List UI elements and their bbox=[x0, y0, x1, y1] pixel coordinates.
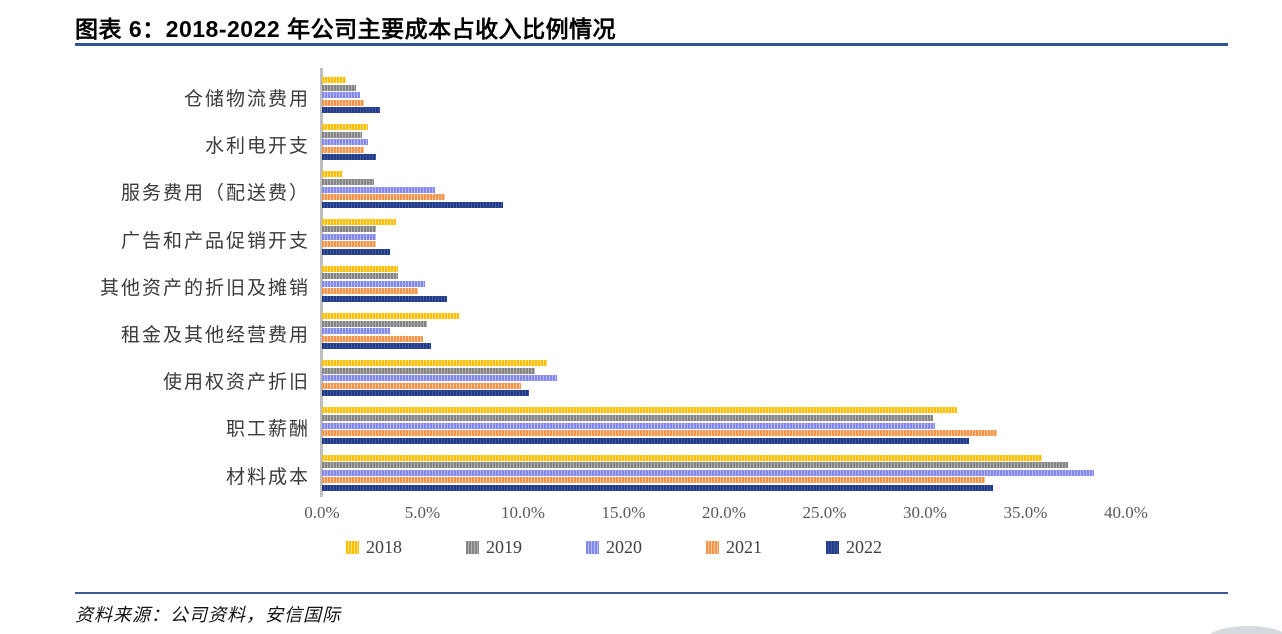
bar-2019-cat6 bbox=[322, 320, 427, 327]
category-label-9: 材料成本 bbox=[225, 466, 310, 488]
x-tick-label-200: 20.0% bbox=[702, 503, 746, 522]
bar-2021-cat2 bbox=[322, 146, 365, 153]
legend-label-2021: 2021 bbox=[726, 536, 762, 557]
legend-swatch-2018 bbox=[346, 540, 359, 554]
legend-item-2020: 2020 bbox=[586, 537, 642, 557]
chart-title: 图表 6：2018-2022 年公司主要成本占收入比例情况 bbox=[75, 16, 617, 42]
bar-2022-cat6 bbox=[322, 343, 431, 350]
bar-2022-cat5 bbox=[322, 296, 447, 302]
bar-2020-cat6 bbox=[322, 328, 391, 335]
bar-2022-cat8 bbox=[322, 437, 970, 444]
footer-divider bbox=[75, 592, 1228, 594]
bar-2018-cat1 bbox=[322, 77, 347, 83]
legend-label-2019: 2019 bbox=[486, 536, 522, 557]
legend-swatch-2022 bbox=[826, 540, 839, 554]
bar-2018-cat6 bbox=[322, 313, 459, 319]
category-label-5: 其他资产的折旧及摊销 bbox=[99, 277, 310, 299]
bar-2022-cat9 bbox=[322, 484, 994, 491]
bar-2019-cat1 bbox=[322, 84, 357, 91]
x-tick-label-100: 10.0% bbox=[501, 503, 545, 522]
bar-2018-cat7 bbox=[322, 360, 548, 367]
legend-item-2021: 2021 bbox=[706, 537, 762, 557]
category-label-8: 职工薪酬 bbox=[225, 419, 310, 441]
x-tick-label-250: 25.0% bbox=[802, 503, 847, 522]
legend-swatch-2019 bbox=[466, 540, 479, 554]
bar-2019-cat4 bbox=[322, 226, 377, 233]
bar-2020-cat9 bbox=[322, 469, 1094, 476]
bar-2019-cat5 bbox=[322, 273, 399, 280]
bar-2018-cat9 bbox=[322, 454, 1042, 461]
legend-label-2018: 2018 bbox=[366, 536, 402, 557]
x-tick-label-300: 30.0% bbox=[903, 503, 947, 522]
bar-2022-cat1 bbox=[322, 107, 381, 114]
bar-2018-cat4 bbox=[322, 218, 397, 225]
legend-swatch-2020 bbox=[586, 540, 599, 554]
bar-2021-cat8 bbox=[322, 430, 998, 437]
legend-item-2019: 2019 bbox=[466, 537, 522, 557]
source-note: 资料来源：公司资料，安信国际 bbox=[75, 605, 341, 625]
y-axis-line bbox=[320, 68, 323, 497]
bar-2018-cat5 bbox=[322, 265, 399, 272]
bar-2022-cat7 bbox=[322, 390, 530, 397]
bar-2021-cat5 bbox=[322, 288, 419, 295]
bar-2021-cat9 bbox=[322, 477, 986, 484]
bar-2022-cat3 bbox=[322, 201, 503, 208]
bar-2020-cat5 bbox=[322, 280, 425, 287]
bar-2021-cat7 bbox=[322, 382, 521, 389]
category-label-2: 水利电开支 bbox=[204, 136, 310, 158]
bar-2020-cat4 bbox=[322, 233, 377, 240]
bar-2019-cat2 bbox=[322, 131, 363, 138]
bar-2021-cat6 bbox=[322, 335, 423, 342]
bar-2019-cat7 bbox=[322, 367, 536, 374]
bar-2020-cat3 bbox=[322, 186, 435, 193]
x-tick-label-400: 40.0% bbox=[1104, 503, 1148, 522]
legend-swatch-2021 bbox=[706, 540, 719, 554]
bar-2022-cat2 bbox=[322, 154, 377, 161]
legend-item-2022: 2022 bbox=[826, 537, 882, 557]
category-label-4: 广告和产品促销开支 bbox=[120, 230, 310, 252]
bar-2018-cat2 bbox=[322, 124, 369, 131]
bar-2021-cat1 bbox=[322, 99, 365, 106]
bar-2019-cat8 bbox=[322, 414, 934, 421]
category-label-7: 使用权资产折旧 bbox=[162, 372, 310, 394]
x-tick-label-150: 15.0% bbox=[601, 503, 646, 522]
bar-2022-cat4 bbox=[322, 248, 391, 255]
bar-2020-cat8 bbox=[322, 422, 936, 429]
legend-item-2018: 2018 bbox=[346, 537, 402, 557]
bar-2020-cat2 bbox=[322, 139, 369, 146]
bar-2018-cat8 bbox=[322, 407, 958, 414]
bar-2019-cat3 bbox=[322, 178, 375, 185]
x-tick-label-00: 0.0% bbox=[304, 503, 340, 522]
bar-2020-cat1 bbox=[322, 92, 361, 99]
x-tick-label-50: 5.0% bbox=[404, 503, 441, 522]
bar-2021-cat4 bbox=[322, 241, 377, 248]
title-underline bbox=[75, 43, 1228, 46]
bar-2020-cat7 bbox=[322, 375, 558, 382]
bar-2019-cat9 bbox=[322, 462, 1068, 469]
bar-2018-cat3 bbox=[322, 171, 343, 178]
legend-label-2022: 2022 bbox=[846, 536, 882, 557]
x-tick-label-350: 35.0% bbox=[1003, 503, 1048, 522]
category-label-1: 仓储物流费用 bbox=[183, 89, 310, 110]
page-corner-decoration bbox=[1206, 626, 1282, 634]
bar-2021-cat3 bbox=[322, 194, 445, 201]
legend-label-2020: 2020 bbox=[606, 536, 642, 557]
category-label-6: 租金及其他经营费用 bbox=[120, 325, 310, 346]
category-label-3: 服务费用（配送费） bbox=[120, 183, 310, 205]
